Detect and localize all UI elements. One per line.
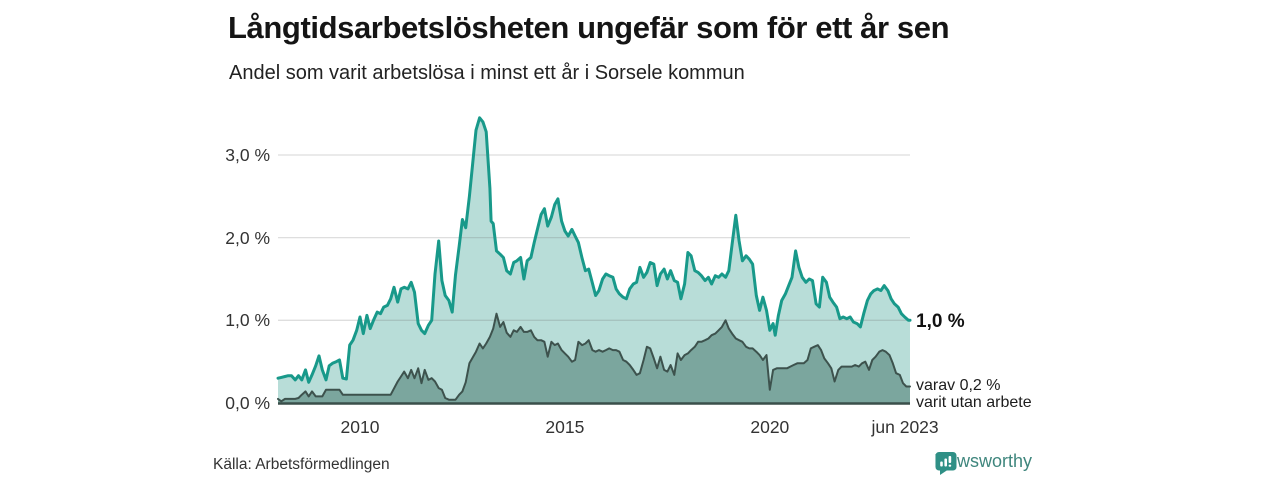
x-tick-label: 2015 [545,417,585,437]
newsworthy-logo: Newsworthy [934,451,1033,475]
series-end-value-label: 1,0 % [916,311,965,332]
total-series-area [278,117,910,404]
x-tick-label: 2010 [340,417,380,437]
chart-title: Långtidsarbetslösheten ungefär som för e… [228,10,950,45]
x-tick-label: 2020 [750,417,790,437]
series-end-note-line1: varav 0,2 % [916,377,1001,394]
gridlines [278,154,910,321]
chart-subtitle: Andel som varit arbetslösa i minst ett å… [229,62,745,84]
subset-series-line [277,312,911,403]
total-series-line [276,116,912,384]
subset-series-area [278,313,910,403]
y-tick-label: 2,0 % [225,227,270,248]
x-tick-label: jun 2023 [871,417,939,437]
y-tick-label: 1,0 % [225,310,270,331]
series-end-note: varav 0,2 % varit utan arbete [916,377,1032,413]
newsworthy-logo-text: Newsworthy [934,451,1033,471]
y-tick-label: 0,0 % [225,393,270,413]
y-tick-label: 3,0 % [225,144,270,165]
newsworthy-logo-icon [935,452,957,475]
source-caption: Källa: Arbetsförmedlingen [213,456,390,473]
series-end-note-line2: varit utan arbete [916,394,1032,411]
